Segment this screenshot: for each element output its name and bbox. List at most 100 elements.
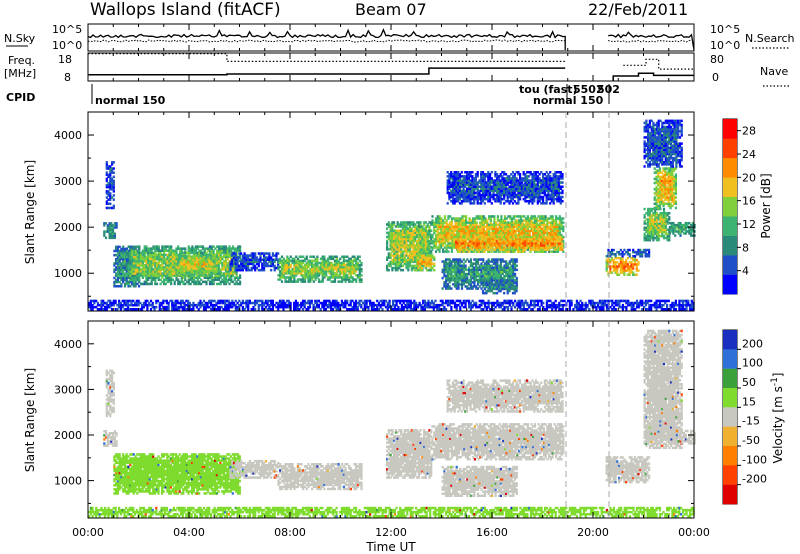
power-cell [136, 276, 139, 279]
power-cell [147, 257, 150, 261]
power-cell [141, 255, 144, 259]
power-cell [170, 245, 173, 248]
freq-label-line2: [MHz] [4, 67, 36, 80]
power-cell [134, 249, 137, 252]
power-cell [193, 247, 196, 250]
power-cell [155, 272, 159, 275]
power-cell [154, 266, 157, 269]
power-cell [116, 260, 119, 263]
power-cell [111, 169, 114, 172]
power-cell [154, 257, 157, 261]
power-cell [123, 268, 127, 271]
power-cell [163, 255, 166, 259]
power-cell [107, 165, 110, 168]
power-cell [182, 282, 185, 286]
power-cell [203, 247, 206, 250]
power-cell [115, 249, 118, 253]
power-cell [155, 249, 159, 252]
power-cell [152, 257, 155, 261]
power-cell [125, 268, 129, 271]
power-cell [112, 167, 115, 170]
power-cell [132, 270, 136, 273]
power-cell [122, 272, 125, 275]
power-cell [116, 274, 119, 278]
power-cell [129, 257, 132, 261]
power-cell [145, 272, 148, 275]
power-cell [433, 268, 436, 272]
power-cell [168, 247, 171, 250]
power-cell [159, 268, 162, 271]
power-cell [120, 247, 123, 251]
power-cell [118, 258, 121, 261]
power-cell [184, 282, 187, 286]
power-cell [515, 276, 518, 280]
power-cell [116, 256, 119, 259]
power-cell [168, 255, 171, 259]
power-cell [159, 251, 162, 255]
power-cell [335, 255, 338, 258]
power-cell [164, 270, 167, 273]
power-cell [148, 276, 152, 279]
power-cell [125, 251, 129, 255]
power-cell [184, 276, 187, 279]
power-cell [134, 274, 137, 278]
power-cell [191, 276, 194, 279]
power-cell [115, 285, 118, 288]
power-cell [173, 268, 176, 271]
power-cell [500, 215, 503, 218]
nave-tick-top: 80 [710, 53, 724, 66]
power-cell [127, 276, 130, 279]
power-cell [129, 264, 132, 267]
power-cell [140, 264, 143, 267]
power-cell [180, 280, 183, 284]
power-cell [136, 249, 139, 253]
power-cell [131, 272, 134, 275]
power-cell [134, 251, 137, 255]
power-cell [108, 232, 111, 235]
power-cell [123, 264, 127, 267]
power-cell [159, 253, 162, 257]
power-cell [112, 183, 115, 187]
power-cell [120, 282, 123, 286]
power-cell [184, 247, 187, 250]
power-cell [111, 177, 114, 181]
power-cell [112, 188, 115, 191]
power-cell [170, 268, 173, 271]
power-cell [154, 270, 157, 273]
power-cell [163, 274, 166, 277]
power-cell [105, 167, 108, 170]
power-cell [175, 249, 178, 252]
power-cell [140, 255, 143, 259]
power-cell [108, 228, 111, 231]
power-cell [164, 245, 167, 248]
power-cell [145, 247, 148, 250]
power-cell [173, 272, 176, 275]
power-cell [201, 251, 205, 255]
power-cell [120, 266, 123, 269]
power-cell [171, 257, 174, 261]
power-cell [163, 247, 166, 250]
power-cell [123, 253, 127, 257]
power-cell [164, 253, 167, 257]
power-cell [166, 266, 169, 269]
power-cell [122, 268, 125, 271]
power-cell [196, 280, 199, 284]
power-cell [171, 266, 174, 269]
power-cell [141, 270, 144, 273]
power-cell [127, 253, 130, 257]
power-cell [103, 230, 106, 233]
power-cell [113, 236, 116, 240]
power-cell [198, 280, 201, 284]
power-cell [490, 279, 493, 282]
power-cell [104, 236, 108, 240]
frequency-series [88, 67, 694, 81]
power-cell [131, 257, 134, 261]
power-cell [127, 245, 130, 248]
power-cell [157, 278, 160, 281]
power-cell [159, 264, 162, 267]
power-cell [154, 276, 157, 279]
power-cell [316, 255, 319, 258]
power-cell [132, 259, 136, 263]
power-cell [168, 259, 171, 263]
power-cell [150, 255, 153, 259]
